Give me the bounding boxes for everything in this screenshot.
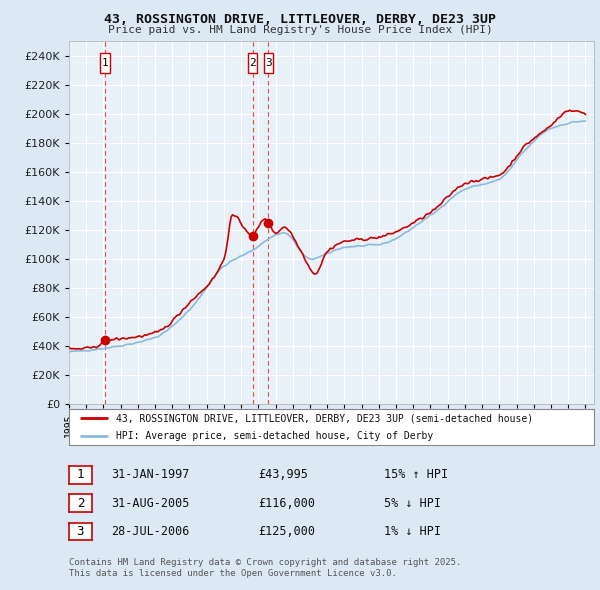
- FancyBboxPatch shape: [263, 53, 273, 73]
- FancyBboxPatch shape: [100, 53, 110, 73]
- Text: £116,000: £116,000: [258, 497, 315, 510]
- FancyBboxPatch shape: [248, 53, 257, 73]
- Text: 2: 2: [77, 497, 84, 510]
- Text: 43, ROSSINGTON DRIVE, LITTLEOVER, DERBY, DE23 3UP: 43, ROSSINGTON DRIVE, LITTLEOVER, DERBY,…: [104, 13, 496, 26]
- Text: Price paid vs. HM Land Registry's House Price Index (HPI): Price paid vs. HM Land Registry's House …: [107, 25, 493, 35]
- Text: 2: 2: [249, 58, 256, 68]
- Text: £125,000: £125,000: [258, 525, 315, 538]
- Text: HPI: Average price, semi-detached house, City of Derby: HPI: Average price, semi-detached house,…: [116, 431, 433, 441]
- Text: 1: 1: [77, 468, 84, 481]
- Text: 28-JUL-2006: 28-JUL-2006: [111, 525, 190, 538]
- Text: 1% ↓ HPI: 1% ↓ HPI: [384, 525, 441, 538]
- Text: 43, ROSSINGTON DRIVE, LITTLEOVER, DERBY, DE23 3UP (semi-detached house): 43, ROSSINGTON DRIVE, LITTLEOVER, DERBY,…: [116, 413, 533, 423]
- Text: 31-AUG-2005: 31-AUG-2005: [111, 497, 190, 510]
- Text: 15% ↑ HPI: 15% ↑ HPI: [384, 468, 448, 481]
- Text: 3: 3: [77, 525, 84, 538]
- Text: Contains HM Land Registry data © Crown copyright and database right 2025.
This d: Contains HM Land Registry data © Crown c…: [69, 558, 461, 578]
- Text: 31-JAN-1997: 31-JAN-1997: [111, 468, 190, 481]
- Text: 5% ↓ HPI: 5% ↓ HPI: [384, 497, 441, 510]
- Text: £43,995: £43,995: [258, 468, 308, 481]
- Text: 3: 3: [265, 58, 272, 68]
- Text: 1: 1: [101, 58, 108, 68]
